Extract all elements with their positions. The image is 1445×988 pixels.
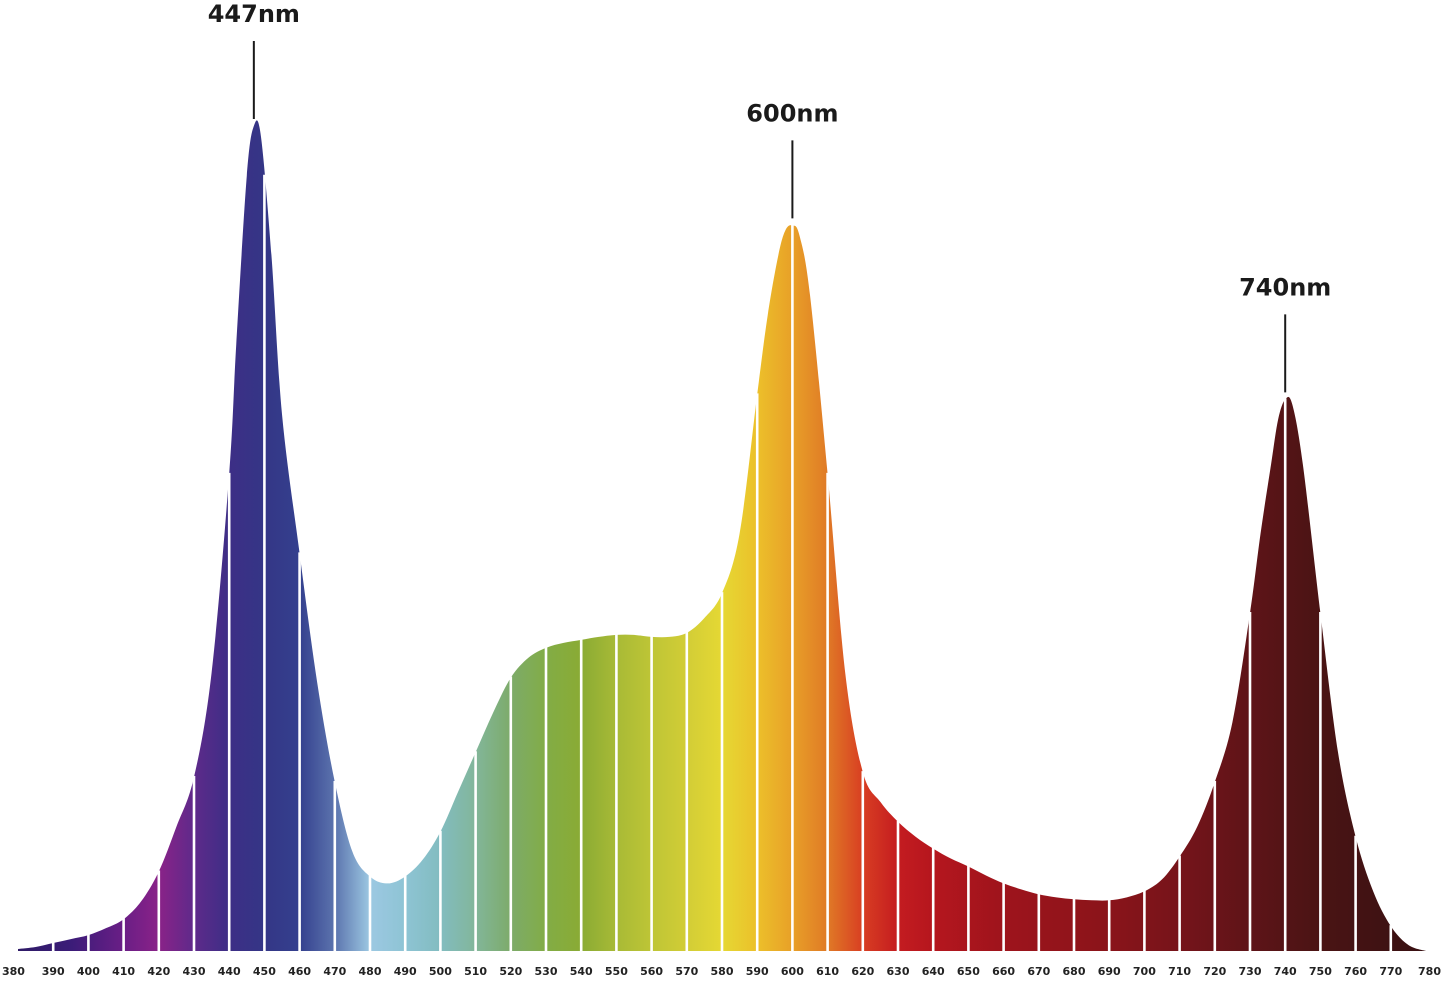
x-tick-label: 620 xyxy=(851,965,874,978)
x-tick-label: 510 xyxy=(464,965,487,978)
x-tick-label: 700 xyxy=(1133,965,1156,978)
x-tick-label: 770 xyxy=(1379,965,1402,978)
x-tick-label: 640 xyxy=(922,965,945,978)
x-tick-label: 560 xyxy=(640,965,663,978)
peak-label: 600nm xyxy=(746,99,838,127)
x-axis-ticks: 380 390 400 410 420 430 440 450 460 470 480 490 500 5… xyxy=(2,965,1441,978)
peak-label: 447nm xyxy=(208,0,300,28)
x-tick-label: 750 xyxy=(1309,965,1332,978)
x-tick-label: 590 xyxy=(746,965,769,978)
x-tick-label: 580 xyxy=(711,965,734,978)
x-tick-label: 720 xyxy=(1203,965,1226,978)
x-tick-label: 710 xyxy=(1168,965,1191,978)
x-tick-label: 670 xyxy=(1027,965,1050,978)
x-tick-label: 410 xyxy=(112,965,135,978)
x-tick-label: 530 xyxy=(535,965,558,978)
x-tick-label: 430 xyxy=(183,965,206,978)
x-tick-label: 470 xyxy=(323,965,346,978)
x-tick-label: 650 xyxy=(957,965,980,978)
x-tick-label: 740 xyxy=(1274,965,1297,978)
x-tick-label: 390 xyxy=(42,965,65,978)
x-tick-label: 550 xyxy=(605,965,628,978)
band-dividers xyxy=(51,174,1393,952)
x-tick-label: 420 xyxy=(147,965,170,978)
x-tick-label: 460 xyxy=(288,965,311,978)
x-tick-label: 500 xyxy=(429,965,452,978)
x-tick-label: 450 xyxy=(253,965,276,978)
peak-annotations: 447nm 600nm 740nm xyxy=(208,0,1331,393)
x-tick-label: 380 xyxy=(2,965,25,978)
x-tick-label: 690 xyxy=(1098,965,1121,978)
peak-label: 740nm xyxy=(1239,273,1331,301)
x-tick-label: 540 xyxy=(570,965,593,978)
x-tick-label: 680 xyxy=(1063,965,1086,978)
x-tick-label: 630 xyxy=(887,965,910,978)
x-tick-label: 400 xyxy=(77,965,100,978)
x-tick-label: 490 xyxy=(394,965,417,978)
x-tick-label: 440 xyxy=(218,965,241,978)
x-tick-label: 780 xyxy=(1418,965,1441,978)
x-tick-label: 520 xyxy=(499,965,522,978)
x-tick-label: 600 xyxy=(781,965,804,978)
x-tick-label: 730 xyxy=(1239,965,1262,978)
x-tick-label: 570 xyxy=(675,965,698,978)
x-tick-label: 760 xyxy=(1344,965,1367,978)
x-tick-label: 660 xyxy=(992,965,1015,978)
x-tick-label: 610 xyxy=(816,965,839,978)
x-tick-label: 480 xyxy=(359,965,382,978)
